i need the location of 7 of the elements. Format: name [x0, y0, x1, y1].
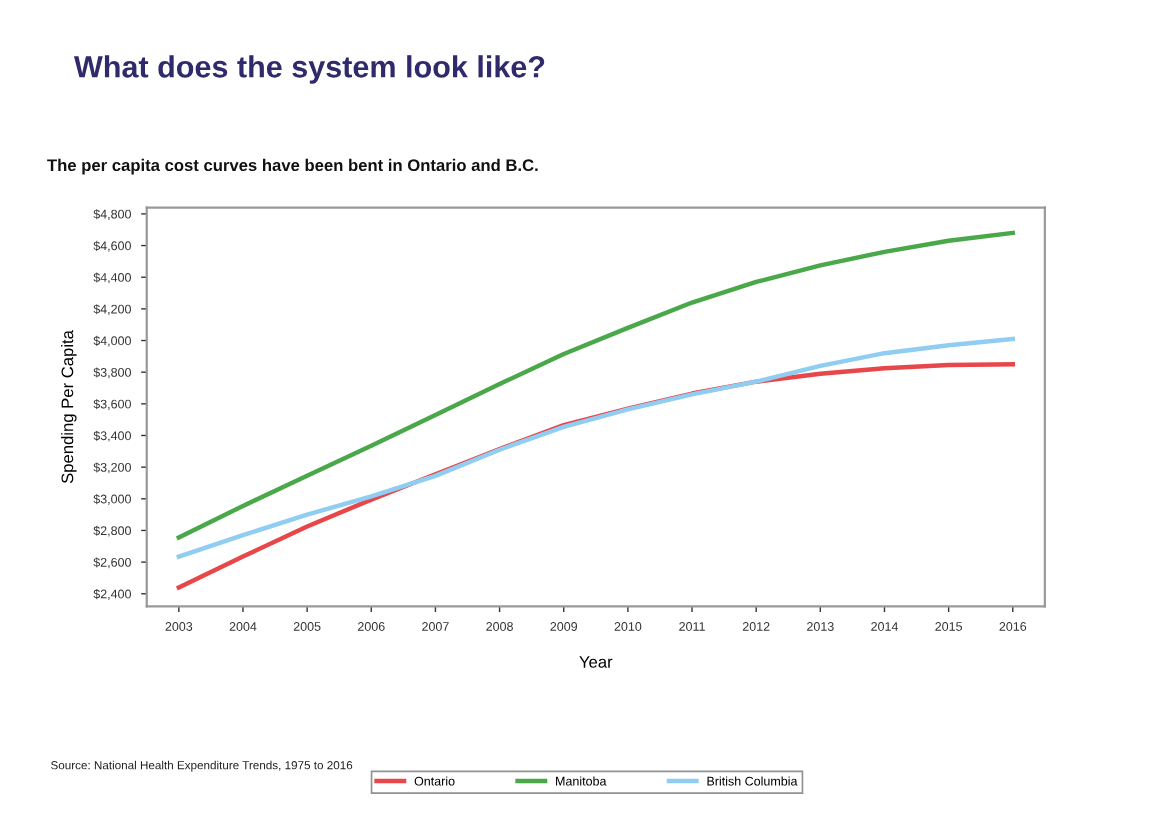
x-axis-title: Year: [579, 656, 613, 668]
chart-subtitle: The per capita cost curves have been bent in Ontario and B.C.: [47, 158, 538, 175]
line-series: [176, 230, 1015, 540]
line-series: [176, 336, 1015, 559]
line-series: [176, 362, 1015, 590]
chart-title: What does the system look like?: [73, 55, 545, 84]
y-axis-title: Spending Per Capita: [61, 330, 77, 484]
